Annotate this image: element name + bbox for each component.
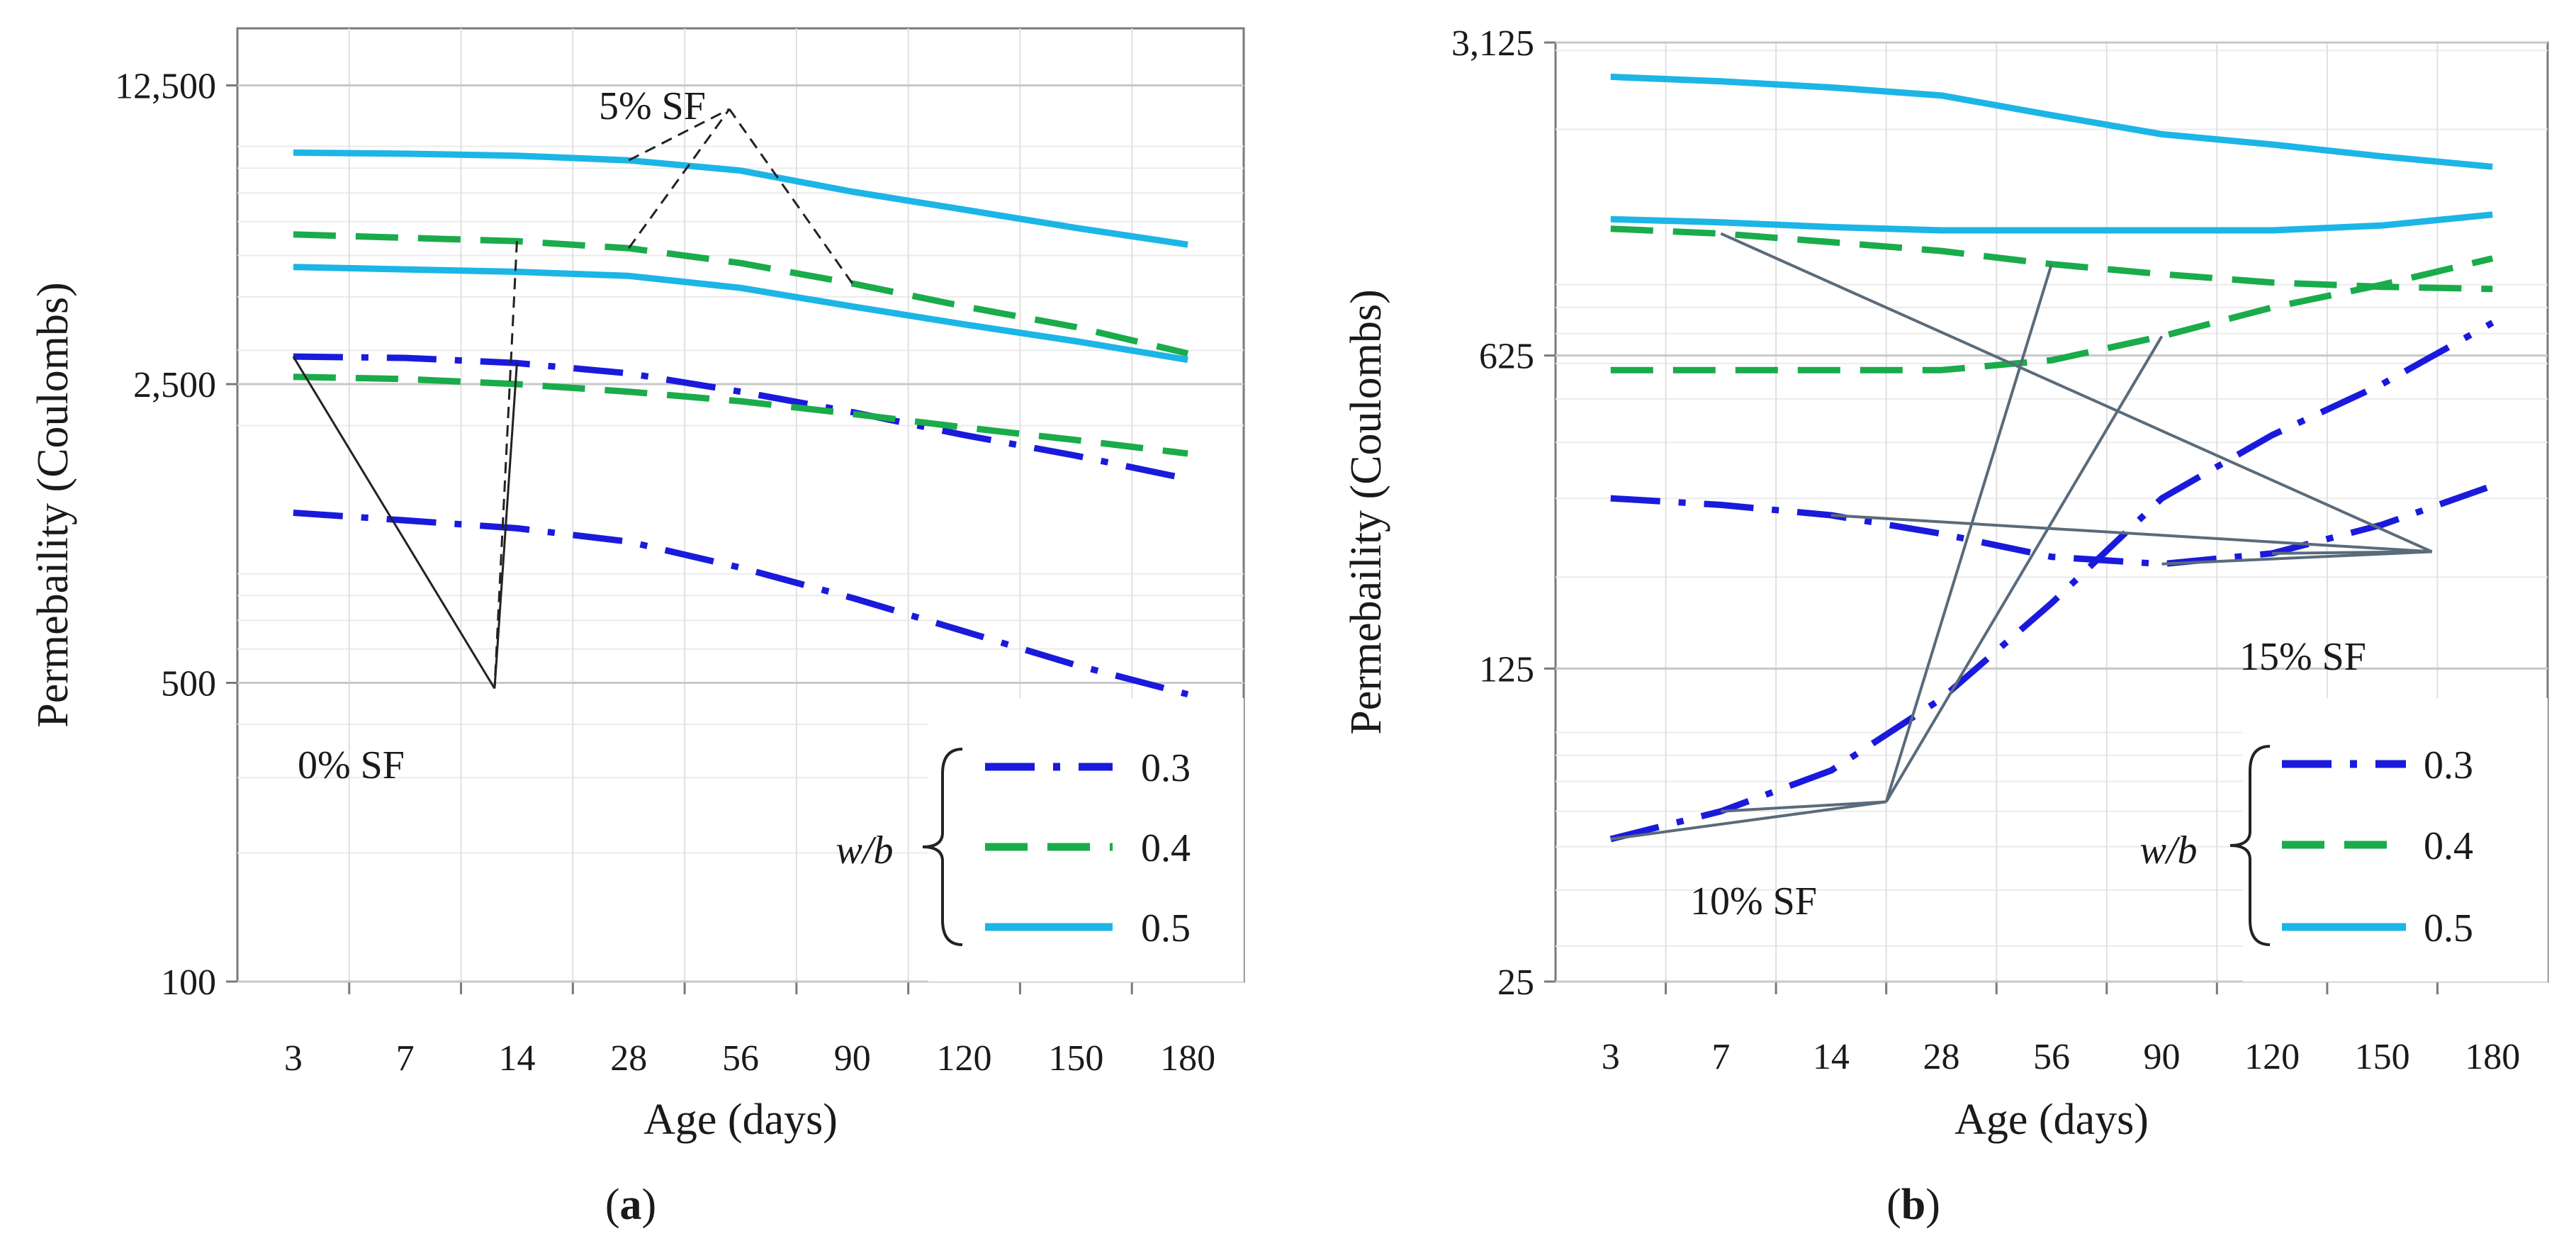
y-tick-label: 2,500	[133, 365, 216, 405]
annotation-label: 0% SF	[298, 743, 405, 787]
panel-letter: b	[1901, 1181, 1925, 1229]
panel-paren-close: )	[642, 1181, 657, 1229]
series-line-0-5-10sf	[1610, 211, 2493, 234]
annotation-leader-line	[628, 108, 730, 162]
x-tick-label: 150	[1048, 1038, 1103, 1079]
x-axis-label: Age (days)	[1955, 1096, 2149, 1144]
panel-paren-open: (	[1886, 1181, 1901, 1229]
legend-box	[928, 698, 1244, 982]
annotation-label: 15% SF	[2239, 635, 2366, 679]
x-tick-label: 120	[2244, 1037, 2300, 1077]
panel-letter: a	[620, 1181, 642, 1229]
x-tick-label: 150	[2355, 1037, 2410, 1077]
panel-paren-close: )	[1925, 1181, 1940, 1229]
x-tick-label: 14	[498, 1038, 535, 1079]
series-line-0-3-10sf	[1609, 320, 2495, 843]
panel-label: (b)	[1886, 1181, 1940, 1229]
legend-label: 0.3	[2424, 743, 2473, 787]
y-tick-label: 12,500	[115, 67, 216, 107]
series-line-0-5-15sf	[1610, 73, 2493, 170]
y-tick-label: 3,125	[1451, 23, 1534, 64]
annotation-leader-line	[2161, 550, 2432, 566]
series-line-0-4-5sf	[293, 231, 1189, 357]
legend-label: 0.3	[1141, 746, 1191, 790]
panel-label: (a)	[605, 1181, 656, 1229]
annotation-leader-line	[2272, 550, 2432, 555]
y-tick-label: 25	[1497, 962, 1534, 1003]
x-tick-label: 7	[1711, 1037, 1730, 1077]
panel-paren-open: (	[605, 1181, 620, 1229]
x-tick-label: 56	[722, 1038, 759, 1079]
annotation-leader-line	[1884, 335, 2164, 803]
legend-box	[2243, 698, 2548, 982]
legend-label: 0.4	[2424, 824, 2473, 868]
legend-label: 0.4	[1141, 826, 1191, 870]
x-tick-label: 120	[937, 1038, 992, 1079]
chart-panel-b: 25 125 625 3,125 3 7 14 28 56 90 120 150 180 Age (day…	[1342, 23, 2549, 1229]
x-axis-label: Age (days)	[643, 1096, 838, 1144]
annotation-leader-line	[1720, 232, 2433, 554]
annotation-leader-line	[292, 356, 496, 690]
x-tick-label: 90	[834, 1038, 871, 1079]
series-line-0-3-15sf	[1610, 483, 2494, 568]
legend-brace	[922, 748, 963, 946]
series-line-0-5-5sf	[293, 149, 1188, 248]
series-line-0-3-0sf	[293, 510, 1189, 698]
y-tick-label: 100	[161, 962, 216, 1003]
x-tick-label: 7	[396, 1038, 415, 1079]
x-tick-label: 180	[1160, 1038, 1215, 1079]
annotation-leader-line	[1830, 513, 2432, 554]
annotation-leader-line	[628, 108, 731, 249]
annotation-leader-line	[493, 241, 518, 689]
y-tick-label: 125	[1479, 649, 1534, 690]
y-tick-label: 500	[161, 664, 216, 704]
x-tick-label: 56	[2033, 1037, 2070, 1077]
x-tick-label: 28	[610, 1038, 647, 1079]
x-tick-label: 28	[1923, 1037, 1959, 1077]
legend-title: w/b	[836, 828, 894, 872]
x-tick-label: 3	[1602, 1037, 1620, 1077]
y-axis-label: Permebaility (Coulombs)	[29, 282, 77, 728]
annotation-label: 5% SF	[599, 84, 706, 128]
annotation-leader-line	[1721, 800, 1886, 813]
y-tick-label: 625	[1479, 337, 1534, 377]
chart-panel-a: 100 500 2,500 12,500 3 7 14 28 56 90 120 150 180 Age …	[29, 27, 1245, 1229]
series-line-0-3-5sf	[293, 353, 1189, 483]
x-tick-label: 180	[2465, 1037, 2520, 1077]
series-line-0-4-10sf	[1610, 255, 2494, 373]
annotation-leader-line	[1610, 800, 1886, 841]
x-tick-label: 14	[1813, 1037, 1850, 1077]
series-line-0-4-0sf	[293, 373, 1188, 457]
annotation-leader-line	[1884, 264, 2053, 802]
legend-label: 0.5	[1141, 906, 1191, 950]
legend-title: w/b	[2140, 828, 2198, 872]
x-tick-label: 90	[2144, 1037, 2181, 1077]
legend-brace	[2229, 745, 2271, 946]
annotation-label: 10% SF	[1690, 880, 1817, 923]
series-line-0-5-0sf	[293, 264, 1188, 364]
legend-label: 0.5	[2424, 906, 2473, 950]
x-tick-label: 3	[284, 1038, 303, 1079]
y-axis-label: Permebaility (Coulombs)	[1342, 289, 1390, 735]
